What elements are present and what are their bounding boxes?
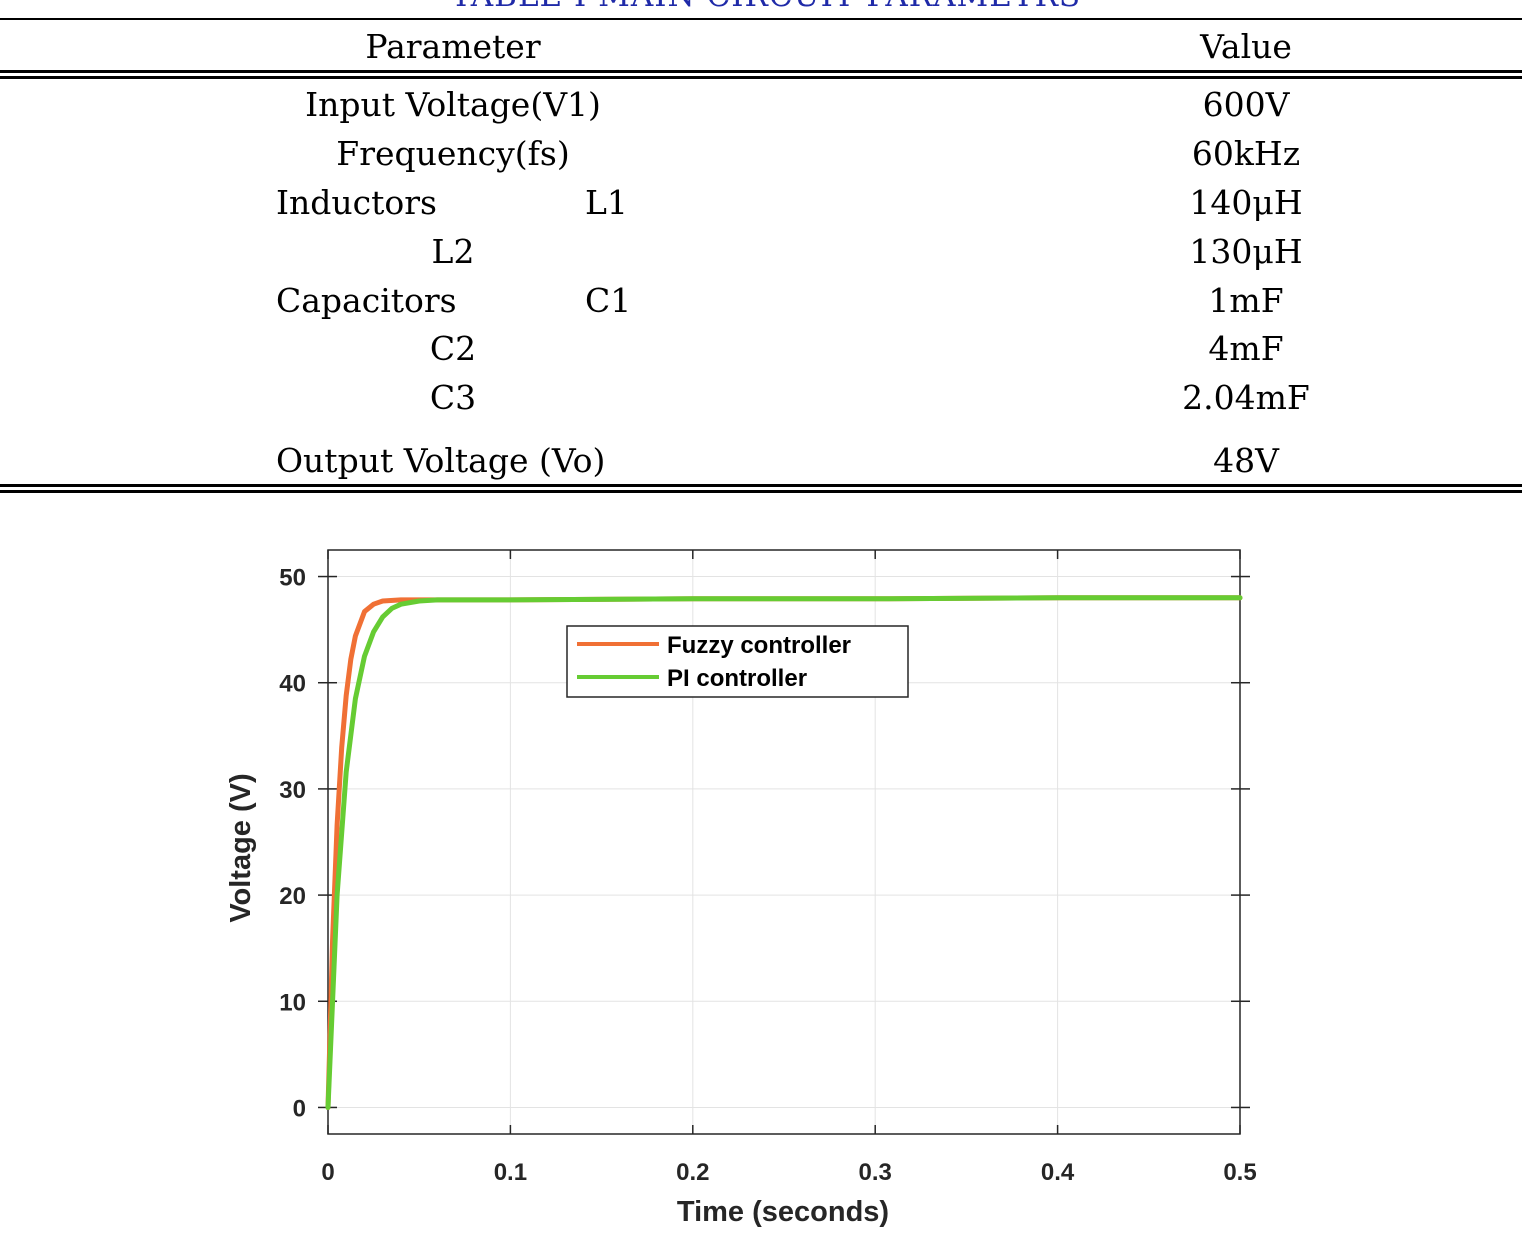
row-c2-sub: C2 [429,329,477,368]
grid-layer [327,550,1241,1134]
x-tick-label: 0.1 [494,1159,527,1186]
header-rule-1 [0,70,1522,73]
row-c3-sub: C3 [429,378,477,417]
series-line-pi [325,595,1243,1110]
row-capacitors-group: Capacitors [276,281,457,320]
row-frequency-value: 60kHz [1191,134,1301,173]
table-caption: TABLE I MAIN CIRCUIT PARAMETRS [0,0,1532,14]
table-bottom-rule-1 [0,484,1522,487]
x-tick-label: 0 [321,1159,334,1186]
y-axis-label: Voltage (V) [225,773,257,922]
header-value: Value [1200,27,1292,66]
plot-area [328,550,1240,1134]
legend-label-fuzzy: Fuzzy controller [667,632,851,659]
table-bottom-rule-2 [0,490,1522,493]
y-tick-label: 0 [293,1095,306,1122]
legend-box [566,625,909,698]
chart-legend: Fuzzy controller PI controller [566,625,909,698]
row-input-voltage-value: 600V [1202,85,1290,124]
row-frequency-param: Frequency(fs) [336,134,570,173]
row-c1-sub: C1 [585,281,632,320]
row-c3-value: 2.04mF [1182,378,1310,417]
y-tick-label: 30 [279,777,306,804]
row-input-voltage-param: Input Voltage(V1) [305,85,601,124]
y-tick-label: 20 [279,883,306,910]
series-line-fuzzy [325,595,1243,1110]
row-l1-value: 140μH [1189,183,1303,222]
axes-layer [318,549,1250,1135]
x-tick-label: 0.4 [1041,1159,1075,1186]
x-axis-label: Time (seconds) [677,1196,889,1228]
header-rule-2 [0,76,1522,79]
row-c2-value: 4mF [1208,329,1284,368]
row-output-voltage-value: 48V [1213,441,1279,480]
x-tick-label: 0.3 [859,1159,892,1186]
table-top-rule [0,18,1522,20]
x-tick-label: 0.5 [1223,1159,1256,1186]
x-tick-label: 0.2 [676,1159,709,1186]
row-l2-value: 130μH [1189,232,1303,271]
y-tick-label: 40 [279,671,306,698]
row-l1-sub: L1 [585,183,628,222]
row-l2-sub: L2 [431,232,475,271]
legend-label-pi: PI controller [667,665,807,692]
y-tick-label: 50 [279,565,306,592]
row-inductors-group: Inductors [276,183,437,222]
series-layer [325,595,1243,1110]
row-output-voltage-param: Output Voltage (Vo) [276,441,606,480]
axes-box [327,549,1241,1135]
tick-labels: 0 0.1 0.2 0.3 0.4 0.5 0 10 20 30 40 50 [279,565,1256,1186]
header-parameter: Parameter [365,27,541,66]
row-c1-value: 1mF [1208,281,1284,320]
y-tick-label: 10 [279,989,306,1016]
